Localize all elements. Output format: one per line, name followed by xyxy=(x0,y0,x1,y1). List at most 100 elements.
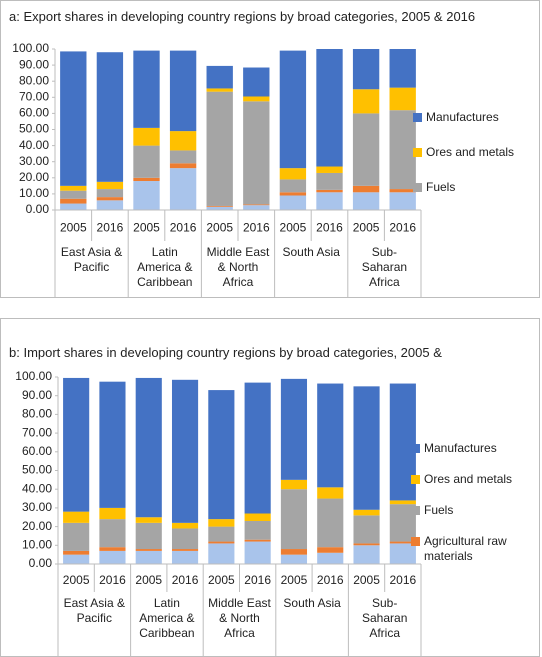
x-tick-label: 2005 xyxy=(353,221,380,235)
y-tick-label: 100.00 xyxy=(15,369,52,383)
y-tick-label: 0.00 xyxy=(29,556,53,570)
y-tick-label: 40.00 xyxy=(19,138,49,152)
bar-segment xyxy=(353,543,380,546)
bar-segment xyxy=(171,379,199,523)
legend-label: Manufactures xyxy=(426,110,499,124)
group-label: Middle East & North Africa xyxy=(208,596,271,640)
legend-swatch xyxy=(411,506,420,515)
y-tick-label: 50.00 xyxy=(22,463,52,477)
bar-segment xyxy=(208,519,235,527)
x-tick-label: 2005 xyxy=(280,221,307,235)
bar-segment xyxy=(135,550,162,564)
legend-swatch xyxy=(413,148,422,157)
y-tick-label: 90.00 xyxy=(19,57,49,71)
legend-label: Ores and metals xyxy=(424,472,513,486)
bar-segment xyxy=(389,87,416,111)
legend-swatch xyxy=(411,444,420,453)
x-tick-label: 2016 xyxy=(317,573,344,587)
group-label: Latin America & Caribbean xyxy=(137,245,193,289)
legend-label: Agricultural raw materials xyxy=(424,534,507,563)
bar-segment xyxy=(389,192,416,210)
x-tick-label: 2005 xyxy=(135,573,162,587)
x-tick-label: 2016 xyxy=(172,573,199,587)
bar-segment xyxy=(280,489,308,550)
bar-segment xyxy=(169,50,197,132)
bar-segment xyxy=(99,550,126,564)
bar-segment xyxy=(280,554,308,564)
y-tick-label: 70.00 xyxy=(22,425,52,439)
bar-segment xyxy=(352,89,380,114)
bar-segment xyxy=(63,550,90,555)
x-tick-label: 2016 xyxy=(389,221,416,235)
x-tick-label: 2016 xyxy=(243,221,270,235)
x-tick-label: 2016 xyxy=(97,221,124,235)
y-tick-label: 70.00 xyxy=(19,89,49,103)
bar-segment xyxy=(99,519,126,548)
bar-segment xyxy=(389,49,416,88)
bar-segment xyxy=(317,383,344,488)
bar-segment xyxy=(317,547,344,553)
y-tick-label: 30.00 xyxy=(19,154,49,168)
bar-segment xyxy=(353,545,380,564)
y-tick-label: 80.00 xyxy=(22,407,52,421)
bar-segment xyxy=(171,522,199,529)
bar-segment xyxy=(389,189,416,193)
legend-item: Agricultural raw materials xyxy=(411,534,536,564)
bar-segment xyxy=(208,541,235,544)
bar-segment xyxy=(171,528,199,550)
y-tick-label: 50.00 xyxy=(19,122,49,136)
legend-label: Manufactures xyxy=(424,441,497,455)
legend: Manufactures Ores and metals Fuels Agricult… xyxy=(411,441,536,580)
bar-segment xyxy=(206,65,233,89)
bar-segment xyxy=(60,185,87,191)
legend-item: Ores and metals xyxy=(413,145,538,160)
group-label: Middle East & North Africa xyxy=(206,245,270,289)
bar-segment xyxy=(244,513,271,521)
bar-segment xyxy=(279,50,307,169)
legend-swatch xyxy=(411,475,420,484)
y-tick-label: 10.00 xyxy=(22,537,52,551)
group-label: Sub-Saharan Africa xyxy=(362,596,408,640)
y-tick-label: 60.00 xyxy=(19,106,49,120)
bar-segment xyxy=(244,541,271,564)
group-label: Sub-Saharan Africa xyxy=(361,245,408,289)
bar-segment xyxy=(60,198,87,204)
bar-segment xyxy=(243,96,270,102)
bar-segment xyxy=(96,197,124,201)
bar-segment xyxy=(169,150,197,164)
bar-segment xyxy=(135,549,162,551)
x-tick-label: 2005 xyxy=(63,573,90,587)
legend-label: Fuels xyxy=(426,180,456,194)
bar-segment xyxy=(317,552,344,564)
bar-segment xyxy=(243,204,270,206)
bar-segment xyxy=(96,52,124,182)
bar-segment xyxy=(280,378,308,480)
bar-segment xyxy=(96,189,124,198)
legend-item: Ores and metals xyxy=(411,472,536,487)
bar-segment xyxy=(169,163,197,169)
legend-item: Manufactures xyxy=(411,441,536,456)
chart-title: b: Import shares in developing country r… xyxy=(9,345,442,360)
group-label: South Asia xyxy=(283,596,341,610)
bar-segment xyxy=(352,192,380,210)
legend-swatch xyxy=(413,113,422,122)
bar-segment xyxy=(133,177,160,182)
bar-segment xyxy=(243,101,270,205)
bar-segment xyxy=(206,206,233,210)
bar-segment xyxy=(389,541,416,544)
legend-item: Manufactures xyxy=(413,110,538,125)
bar-segment xyxy=(316,189,343,193)
chart-title: a: Export shares in developing country r… xyxy=(9,9,476,24)
group-label: South Asia xyxy=(282,245,340,259)
bar-segment xyxy=(352,113,380,186)
x-tick-label: 2005 xyxy=(353,573,380,587)
bar-segment xyxy=(63,522,90,551)
bar-segment xyxy=(317,487,344,499)
bar-segment xyxy=(171,549,199,551)
bar-segment xyxy=(389,500,416,505)
bar-segment xyxy=(133,145,160,178)
y-tick-label: 40.00 xyxy=(22,481,52,495)
y-tick-label: 80.00 xyxy=(19,73,49,87)
bar-segment xyxy=(63,377,90,512)
